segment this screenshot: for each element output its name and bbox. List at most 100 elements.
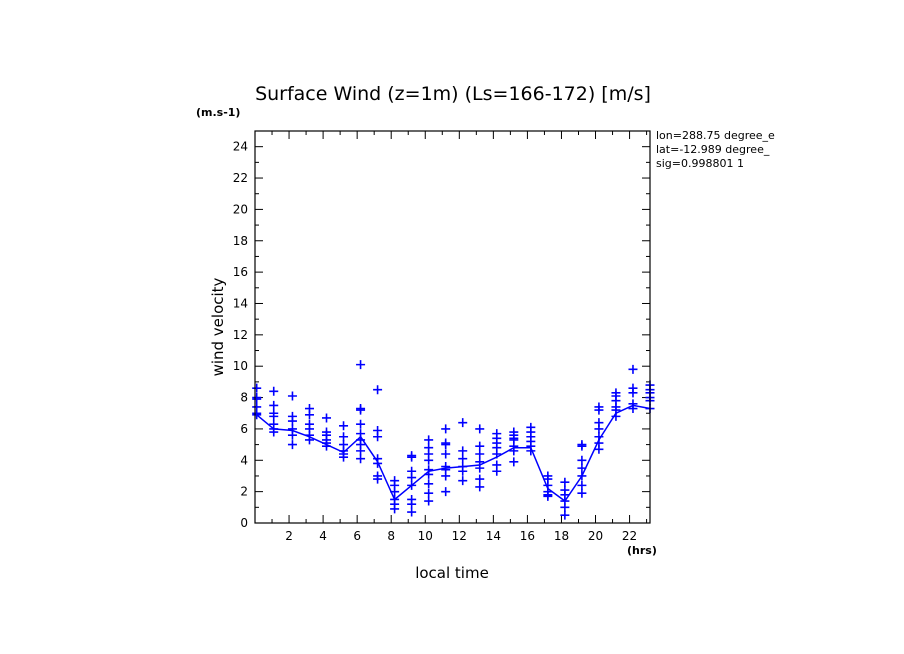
data-point bbox=[424, 488, 434, 498]
data-point bbox=[594, 424, 604, 434]
data-point bbox=[577, 480, 587, 490]
data-point bbox=[356, 360, 366, 370]
x-tick-label: 22 bbox=[622, 529, 637, 543]
data-point bbox=[458, 454, 468, 464]
data-point bbox=[560, 510, 570, 520]
data-point bbox=[475, 449, 485, 459]
data-point bbox=[424, 479, 434, 489]
info-line-lat: lat=-12.989 degree_ bbox=[656, 143, 770, 156]
data-point bbox=[269, 386, 279, 396]
data-point bbox=[577, 441, 587, 451]
x-unit-label: (hrs) bbox=[627, 544, 657, 557]
data-point bbox=[407, 499, 417, 509]
data-point bbox=[458, 446, 468, 456]
data-point bbox=[339, 452, 349, 462]
data-point bbox=[458, 476, 468, 486]
x-tick-label: 10 bbox=[418, 529, 433, 543]
y-tick-label: 24 bbox=[233, 140, 248, 154]
data-point bbox=[441, 487, 451, 497]
info-line-lon: lon=288.75 degree_e bbox=[656, 129, 775, 142]
data-point bbox=[594, 444, 604, 454]
y-tick-label: 10 bbox=[233, 359, 248, 373]
data-point bbox=[475, 482, 485, 492]
data-point bbox=[441, 424, 451, 434]
data-point bbox=[475, 441, 485, 451]
data-point bbox=[269, 400, 279, 410]
data-point bbox=[356, 454, 366, 464]
data-point bbox=[356, 419, 366, 429]
data-point bbox=[407, 452, 417, 462]
data-point bbox=[287, 440, 297, 450]
y-tick-label: 0 bbox=[240, 516, 248, 530]
data-point bbox=[594, 405, 604, 415]
data-point bbox=[407, 507, 417, 517]
data-point bbox=[390, 504, 400, 514]
data-point bbox=[322, 413, 332, 423]
x-tick-label: 18 bbox=[554, 529, 569, 543]
data-point bbox=[441, 440, 451, 450]
data-point bbox=[373, 385, 383, 395]
info-panel: lon=288.75 degree_e lat=-12.989 degree_ … bbox=[656, 129, 775, 170]
y-axis-label: wind velocity bbox=[209, 277, 227, 376]
data-point bbox=[628, 388, 638, 398]
data-point bbox=[475, 424, 485, 434]
data-point bbox=[252, 383, 262, 393]
data-point bbox=[339, 432, 349, 442]
x-axis-label: local time bbox=[415, 564, 489, 582]
data-point bbox=[441, 471, 451, 481]
data-point bbox=[269, 411, 279, 421]
data-point bbox=[475, 474, 485, 484]
data-point bbox=[424, 455, 434, 465]
data-point bbox=[560, 502, 570, 512]
y-tick-label: 12 bbox=[233, 328, 248, 342]
x-tick-label: 16 bbox=[520, 529, 535, 543]
chart-title: Surface Wind (z=1m) (Ls=166-172) [m/s] bbox=[255, 83, 651, 105]
y-tick-label: 14 bbox=[233, 296, 248, 310]
y-tick-label: 4 bbox=[240, 453, 248, 467]
data-point bbox=[356, 405, 366, 415]
y-tick-label: 6 bbox=[240, 422, 248, 436]
x-tick-label: 2 bbox=[285, 529, 293, 543]
data-point bbox=[458, 466, 468, 476]
y-tick-label: 16 bbox=[233, 265, 248, 279]
y-unit-label: (m.s-1) bbox=[196, 106, 240, 119]
data-point bbox=[577, 455, 587, 465]
data-point bbox=[287, 430, 297, 440]
data-point bbox=[441, 449, 451, 459]
x-tick-label: 4 bbox=[319, 529, 327, 543]
data-point bbox=[492, 466, 502, 476]
y-tick-label: 8 bbox=[240, 391, 248, 405]
data-point bbox=[424, 435, 434, 445]
data-point bbox=[373, 432, 383, 442]
mean-line bbox=[256, 404, 651, 503]
x-tick-label: 20 bbox=[588, 529, 603, 543]
data-point bbox=[407, 473, 417, 483]
x-tick-label: 6 bbox=[353, 529, 361, 543]
x-tick-label: 8 bbox=[387, 529, 395, 543]
data-point bbox=[304, 410, 314, 420]
data-point bbox=[628, 364, 638, 374]
x-tick-label: 14 bbox=[486, 529, 501, 543]
y-tick-label: 22 bbox=[233, 171, 248, 185]
y-tick-label: 18 bbox=[233, 234, 248, 248]
data-point bbox=[543, 491, 553, 501]
data-point bbox=[252, 394, 262, 404]
data-point bbox=[373, 474, 383, 484]
x-tick-label: 12 bbox=[452, 529, 467, 543]
data-point bbox=[287, 416, 297, 426]
y-tick-label: 20 bbox=[233, 202, 248, 216]
data-point bbox=[424, 496, 434, 506]
data-point bbox=[458, 418, 468, 428]
data-point bbox=[356, 446, 366, 456]
data-point bbox=[577, 488, 587, 498]
data-points bbox=[252, 360, 655, 520]
data-point bbox=[339, 421, 349, 431]
y-tick-label: 2 bbox=[240, 485, 248, 499]
info-line-sig: sig=0.998801 1 bbox=[656, 157, 744, 170]
data-point bbox=[287, 391, 297, 401]
data-point bbox=[560, 477, 570, 487]
plot-frame bbox=[254, 130, 651, 524]
data-point bbox=[509, 457, 519, 467]
